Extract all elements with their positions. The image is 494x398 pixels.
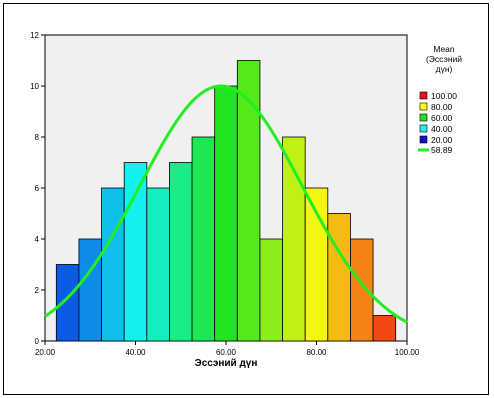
legend-label: 40.00	[431, 124, 453, 134]
histogram-bar	[327, 213, 351, 342]
legend-label: 60.00	[431, 113, 453, 123]
histogram-bar	[236, 60, 261, 342]
histogram-bar	[372, 315, 397, 342]
legend-label-mean-line: 58.89	[431, 145, 453, 155]
y-axis-tick-label: 10	[30, 82, 39, 91]
y-axis-tick-label: 2	[35, 286, 40, 295]
y-axis-tick-label: 12	[30, 31, 39, 40]
histogram-bar	[169, 162, 193, 342]
x-axis-tick-label: 20.00	[35, 348, 56, 357]
legend-title: (Эссэний	[426, 54, 462, 64]
legend-swatch	[419, 91, 428, 100]
legend-label: 80.00	[431, 102, 453, 112]
legend-swatch	[419, 113, 428, 122]
x-axis-tick-label: 60.00	[216, 348, 237, 357]
legend-title: дүн)	[436, 64, 453, 74]
histogram-bar	[78, 238, 102, 342]
y-axis-tick-label: 8	[35, 133, 40, 142]
x-axis-tick-label: 100.00	[395, 348, 420, 357]
legend-label: 20.00	[431, 135, 453, 145]
histogram-bar	[123, 162, 148, 342]
histogram-bar	[101, 187, 125, 342]
x-axis-title: Эссэний дүн	[195, 358, 258, 369]
legend-swatch	[419, 124, 428, 133]
histogram-bar	[214, 85, 238, 342]
normal-curve-line	[44, 84, 408, 324]
x-axis-tick-label: 80.00	[306, 348, 327, 357]
chart-frame: 0 2 4 6 8 10 12 20.00 40.00 60.00 80.00 100.00 Эссэ…	[3, 3, 489, 395]
histogram-bar	[259, 238, 283, 342]
legend-swatch	[419, 102, 428, 111]
histogram-bar	[146, 187, 170, 342]
x-axis-tick-label: 40.00	[125, 348, 146, 357]
y-axis-tick-label: 4	[35, 235, 40, 244]
legend-swatch	[419, 135, 428, 144]
histogram-bar	[350, 238, 374, 342]
histogram-bar	[191, 136, 216, 342]
legend-title: Mean	[433, 44, 455, 54]
legend-label: 100.00	[431, 91, 457, 101]
y-axis-tick-label: 0	[35, 337, 40, 346]
y-axis-tick-label: 6	[35, 184, 40, 193]
histogram-bar	[55, 264, 80, 342]
